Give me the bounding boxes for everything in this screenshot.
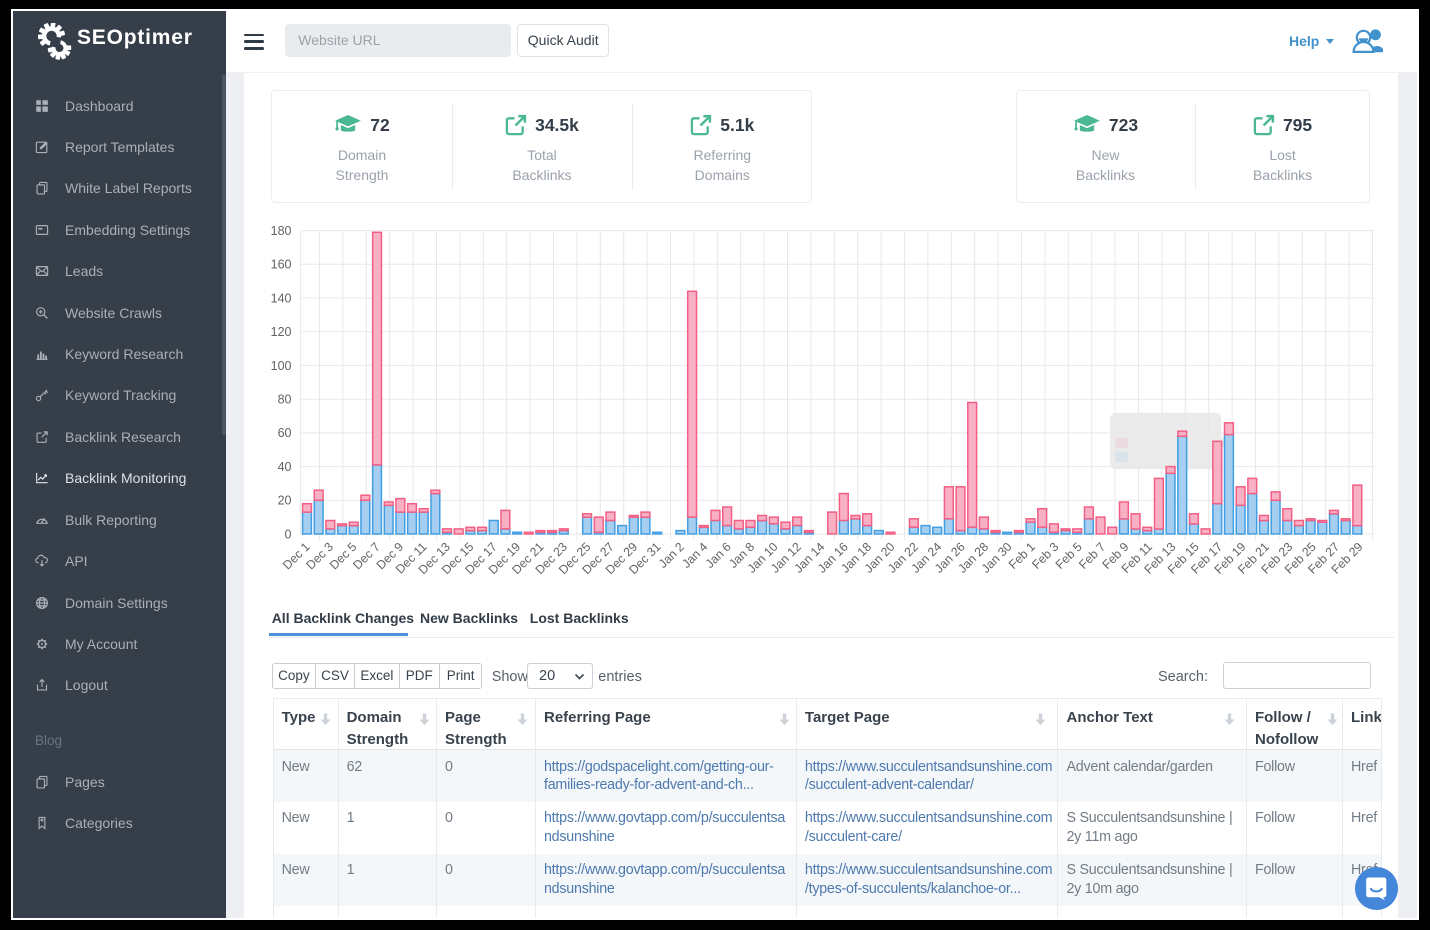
svg-text:100: 100 [271,359,292,373]
svg-text:60: 60 [278,426,292,440]
svg-text:140: 140 [271,291,292,305]
svg-text:20: 20 [278,494,292,508]
svg-text:Jan 6: Jan 6 [703,540,734,571]
svg-text:Jan 4: Jan 4 [679,540,710,571]
svg-text:120: 120 [271,325,292,339]
svg-text:180: 180 [271,224,292,238]
svg-text:0: 0 [285,527,292,541]
svg-text:40: 40 [278,460,292,474]
svg-text:160: 160 [271,258,292,272]
svg-text:Jan 2: Jan 2 [656,540,687,571]
svg-text:80: 80 [278,393,292,407]
